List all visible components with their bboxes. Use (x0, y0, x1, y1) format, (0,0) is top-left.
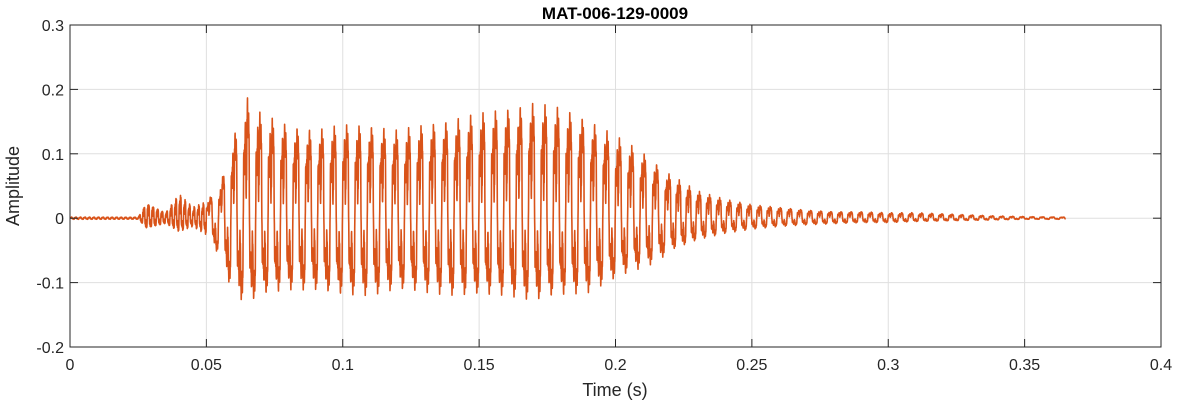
x-tick-label: 0.1 (332, 357, 354, 374)
x-tick-label: 0.4 (1150, 357, 1172, 374)
x-tick-label: 0.2 (604, 357, 626, 374)
y-axis-ticks: -0.2 -0.1 0 0.1 0.2 0.3 (36, 18, 1161, 357)
x-tick-label: 0 (66, 357, 75, 374)
x-tick-label: 0.3 (877, 357, 899, 374)
x-tick-label: 0.05 (191, 357, 222, 374)
waveform-series (69, 97, 1067, 301)
y-tick-label: 0.3 (42, 18, 64, 35)
waveform-line (69, 97, 1067, 301)
x-tick-label: 0.15 (464, 357, 495, 374)
y-tick-label: -0.1 (36, 276, 64, 293)
y-tick-label: 0.2 (42, 82, 64, 99)
y-tick-label: 0 (55, 211, 64, 228)
x-tick-label: 0.25 (736, 357, 767, 374)
y-axis-label: Amplitude (3, 146, 23, 226)
x-axis-ticks: 0 0.05 0.1 0.15 0.2 0.25 0.3 0.35 0.4 (66, 25, 1172, 374)
x-tick-label: 0.35 (1009, 357, 1040, 374)
x-axis-label: Time (s) (582, 380, 647, 400)
y-tick-label: -0.2 (36, 340, 64, 357)
chart-title: MAT-006-129-0009 (542, 4, 688, 23)
y-tick-label: 0.1 (42, 147, 64, 164)
